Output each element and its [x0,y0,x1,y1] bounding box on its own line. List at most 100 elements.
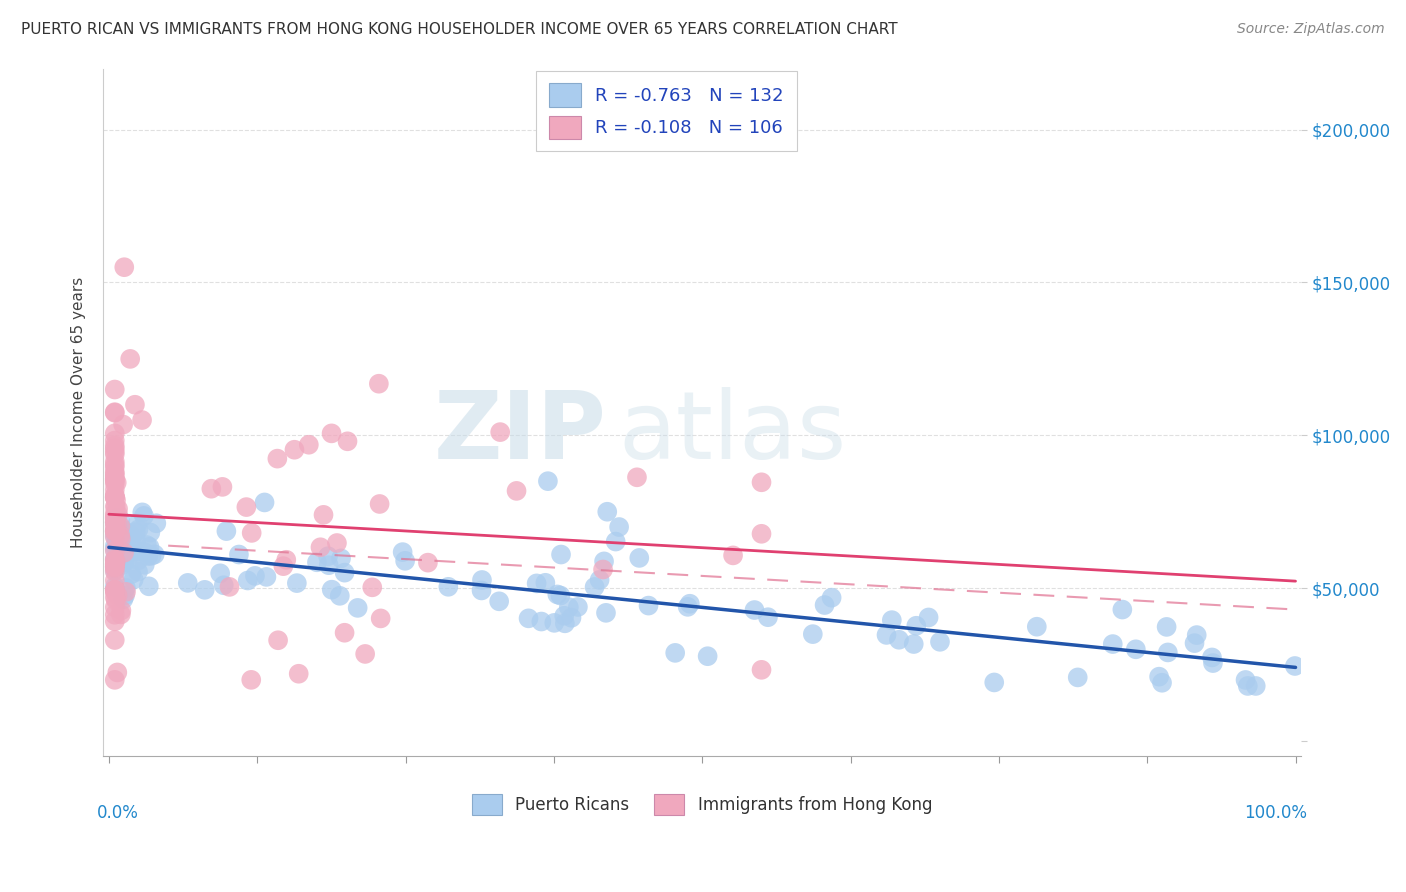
Point [637,599,659,613]
Point [107,502,129,516]
Text: atlas: atlas [619,387,846,479]
Point [127,522,149,536]
Point [517,611,540,625]
Point [104,552,127,566]
Point [104,524,127,538]
Point [104,530,127,544]
Point [139,525,162,540]
Point [107,508,129,522]
Point [104,673,127,687]
Point [107,553,129,567]
Point [554,616,576,631]
Point [104,472,127,486]
Point [628,550,651,565]
Point [285,576,308,591]
Point [235,500,257,514]
Point [112,592,135,607]
Point [104,458,127,472]
Point [127,565,149,579]
Point [283,442,305,457]
Point [104,444,127,458]
Point [104,455,127,469]
Point [104,511,127,525]
Point [104,633,127,648]
Point [104,467,127,481]
Point [108,542,131,557]
Point [104,615,127,629]
Point [104,476,127,491]
Point [104,583,127,598]
Point [1125,642,1147,657]
Point [929,635,952,649]
Point [143,548,166,562]
Text: 100.0%: 100.0% [1244,805,1308,822]
Point [368,497,391,511]
Point [104,565,127,579]
Point [218,580,240,594]
Point [122,573,145,587]
Point [125,525,148,540]
Point [1150,675,1173,690]
Point [177,575,200,590]
Point [1184,636,1206,650]
Y-axis label: Householder Income Over 65 years: Householder Income Over 65 years [72,277,86,548]
Point [120,351,142,366]
Point [104,519,127,533]
Point [558,600,581,615]
Point [583,580,606,594]
Point [1185,628,1208,642]
Point [254,570,277,584]
Point [751,526,773,541]
Point [104,507,127,521]
Point [114,556,136,570]
Point [105,517,128,532]
Point [111,523,134,537]
Point [305,555,328,569]
Point [1067,670,1090,684]
Point [1234,673,1257,687]
Point [104,559,127,574]
Point [330,551,353,566]
Point [318,558,340,573]
Legend: Puerto Ricans, Immigrants from Hong Kong: Puerto Ricans, Immigrants from Hong Kong [464,786,941,823]
Point [104,499,127,513]
Point [110,532,132,546]
Point [333,625,356,640]
Point [104,593,127,607]
Point [104,607,127,622]
Point [437,580,460,594]
Point [721,549,744,563]
Point [104,524,127,539]
Point [240,525,263,540]
Point [367,376,389,391]
Point [120,567,142,582]
Point [391,545,413,559]
Point [370,611,392,625]
Point [550,548,572,562]
Point [489,425,512,439]
Point [104,488,127,502]
Point [115,585,138,599]
Point [104,542,127,557]
Point [104,552,127,566]
Point [1111,602,1133,616]
Point [1147,670,1170,684]
Point [104,585,127,599]
Point [112,555,135,569]
Point [110,603,132,617]
Point [105,553,128,567]
Point [526,576,548,591]
Point [253,495,276,509]
Point [321,582,343,597]
Point [588,573,610,587]
Point [880,613,903,627]
Point [104,553,127,567]
Point [110,532,132,546]
Point [104,447,127,461]
Point [131,505,153,519]
Point [215,524,238,538]
Point [394,554,416,568]
Point [104,524,127,539]
Point [1025,620,1047,634]
Point [105,475,128,490]
